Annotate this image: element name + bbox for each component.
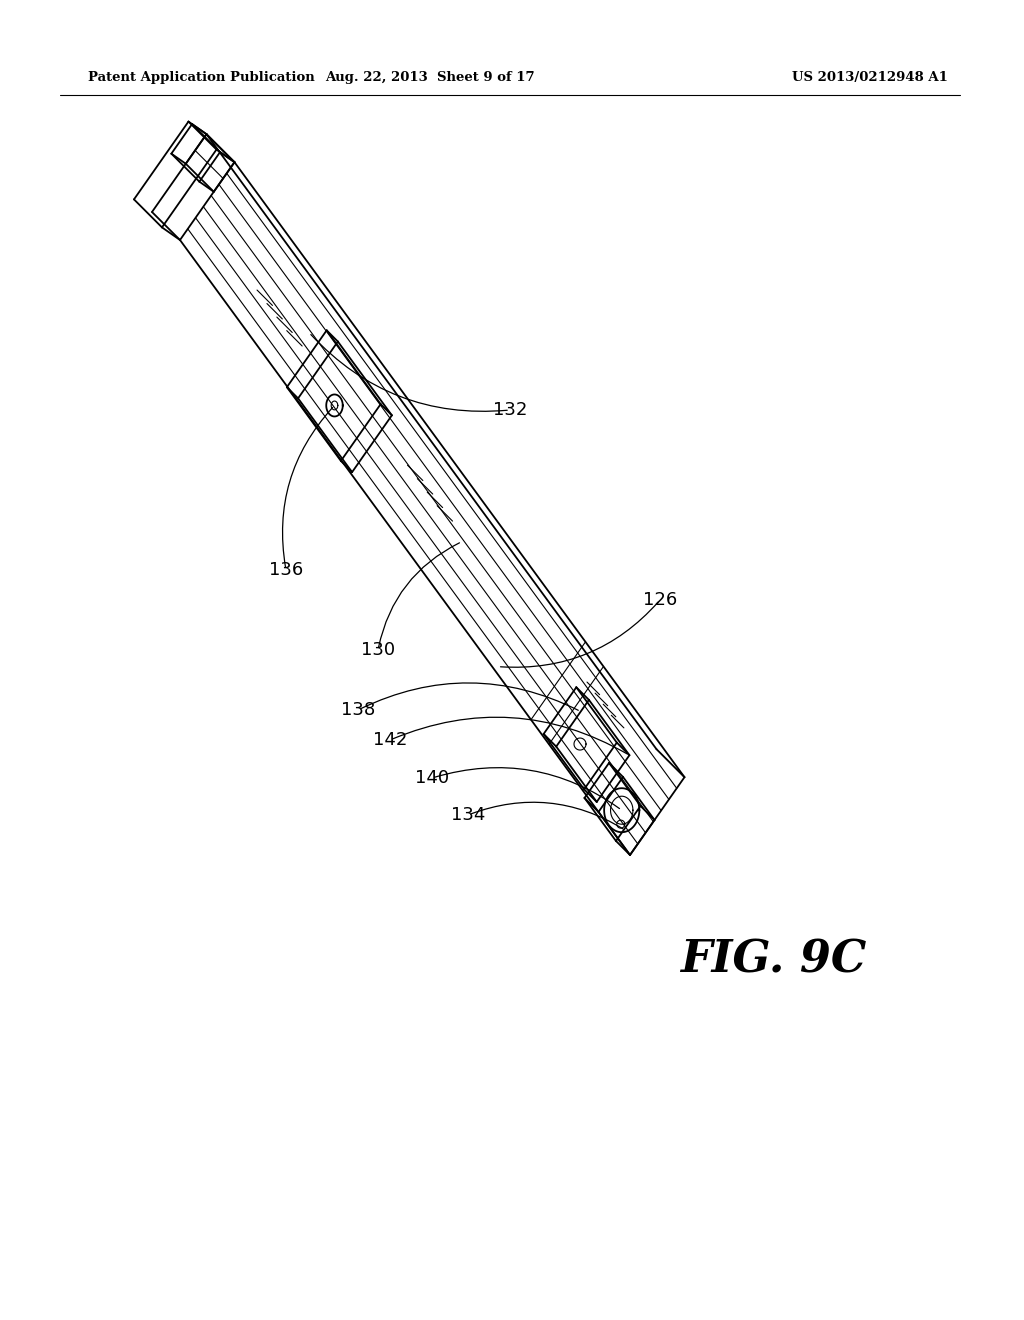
Text: 130: 130 — [360, 642, 395, 659]
Text: 138: 138 — [341, 701, 375, 719]
Text: 142: 142 — [373, 731, 408, 748]
Text: US 2013/0212948 A1: US 2013/0212948 A1 — [792, 71, 948, 84]
Text: 140: 140 — [415, 770, 450, 787]
Text: 126: 126 — [643, 591, 677, 609]
Text: 136: 136 — [269, 561, 303, 579]
Text: 134: 134 — [451, 807, 485, 824]
Text: FIG. 9C: FIG. 9C — [680, 939, 866, 982]
Text: Patent Application Publication: Patent Application Publication — [88, 71, 314, 84]
Text: 132: 132 — [493, 401, 527, 418]
Text: Aug. 22, 2013  Sheet 9 of 17: Aug. 22, 2013 Sheet 9 of 17 — [326, 71, 535, 84]
